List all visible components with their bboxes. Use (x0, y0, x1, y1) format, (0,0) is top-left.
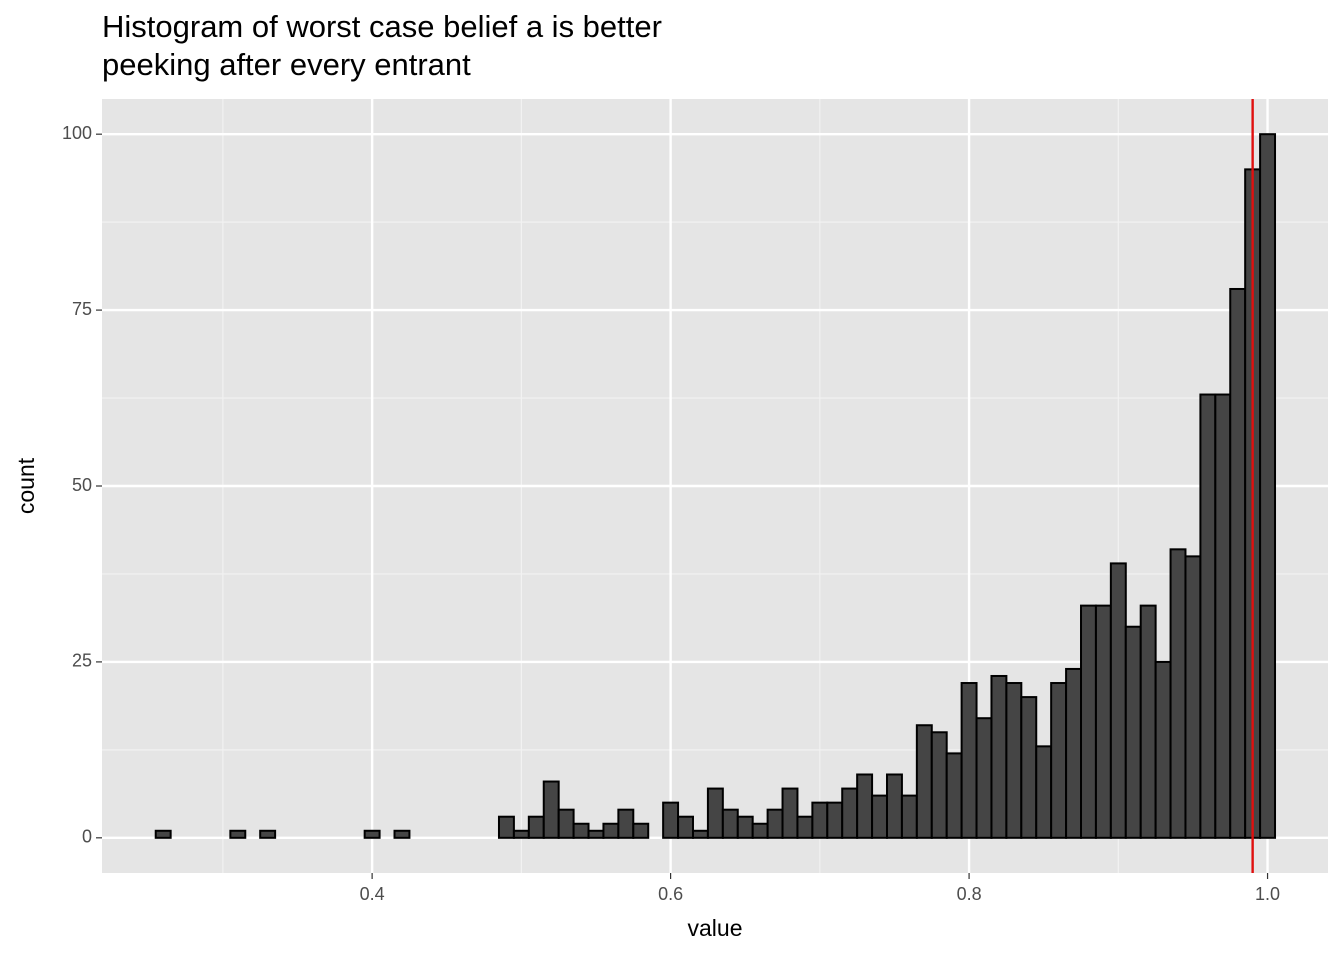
bar (811, 801, 829, 839)
bar (900, 794, 918, 839)
y-tick-label: 75 (72, 299, 92, 319)
bar (587, 829, 605, 839)
bar (1020, 696, 1038, 839)
bar (691, 829, 709, 839)
bar (1199, 393, 1217, 839)
bar (1005, 682, 1023, 839)
bar (1154, 660, 1172, 839)
bar (602, 822, 620, 839)
bar (229, 829, 247, 839)
bar (706, 787, 724, 839)
bar (1139, 604, 1157, 839)
bar (856, 773, 874, 839)
bar (1169, 548, 1187, 839)
x-tick-label: 0.6 (658, 884, 683, 904)
bar (259, 829, 277, 839)
y-tick-label: 0 (82, 827, 92, 847)
bar (1094, 604, 1112, 839)
bar (662, 801, 680, 839)
x-tick-label: 0.8 (957, 884, 982, 904)
bar (975, 717, 993, 839)
bar (512, 829, 530, 839)
bar (841, 787, 859, 839)
bar (766, 808, 784, 839)
bar (1229, 287, 1247, 839)
bar (915, 724, 933, 839)
bar (542, 780, 560, 839)
x-axis-title: value (688, 915, 743, 941)
bar (527, 815, 545, 839)
y-tick-label: 50 (72, 475, 92, 495)
bar (930, 731, 948, 839)
x-tick-label: 0.4 (360, 884, 385, 904)
bar (990, 674, 1008, 839)
bar (885, 773, 903, 839)
bar (1050, 682, 1068, 839)
bar (721, 808, 739, 839)
bar (960, 682, 978, 839)
chart-title: Histogram of worst case belief a is bett… (102, 9, 662, 44)
bar (1259, 133, 1277, 839)
bar (751, 822, 769, 839)
bar (1065, 667, 1083, 839)
bar (617, 808, 635, 839)
bar (871, 794, 888, 839)
x-tick-label: 1.0 (1255, 884, 1280, 904)
y-axis-title: count (13, 457, 39, 514)
bar (677, 815, 694, 839)
chart-title: peeking after every entrant (102, 47, 471, 82)
bar (393, 829, 411, 839)
bar (497, 815, 515, 839)
bar (1080, 604, 1097, 839)
bar (572, 822, 590, 839)
bar (1109, 562, 1127, 839)
bar (363, 829, 381, 839)
bar (1214, 393, 1232, 839)
bar (557, 808, 575, 839)
bar (781, 787, 799, 839)
bar (1184, 555, 1202, 839)
bar (826, 801, 844, 839)
y-tick-label: 25 (72, 651, 92, 671)
bar (154, 829, 172, 839)
bar (1035, 745, 1053, 839)
bar (632, 822, 650, 839)
bar (796, 815, 814, 839)
bar (1124, 625, 1142, 839)
bar (736, 815, 754, 839)
bar (945, 752, 963, 839)
y-tick-label: 100 (62, 123, 92, 143)
